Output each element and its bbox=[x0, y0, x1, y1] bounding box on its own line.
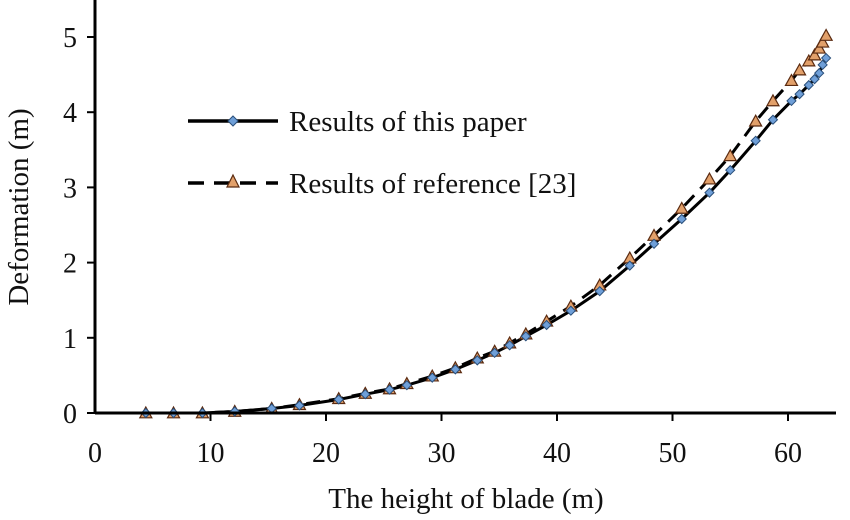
data-point-diamond bbox=[704, 187, 715, 198]
y-tick-label: 5 bbox=[63, 23, 77, 54]
data-point-triangle bbox=[674, 201, 689, 214]
data-point-diamond bbox=[820, 52, 832, 64]
data-point-triangle bbox=[807, 47, 822, 61]
data-point-diamond bbox=[676, 213, 687, 225]
data-point-diamond bbox=[333, 394, 344, 405]
series-markers-1 bbox=[138, 28, 834, 419]
data-point-triangle bbox=[723, 148, 738, 162]
data-point-triangle bbox=[819, 28, 834, 41]
legend-marker-triangle bbox=[226, 173, 240, 188]
y-tick-label: 3 bbox=[63, 173, 77, 204]
data-point-diamond bbox=[565, 305, 577, 316]
x-tick-label: 0 bbox=[88, 438, 102, 469]
data-point-diamond bbox=[541, 319, 552, 331]
y-tick-label: 0 bbox=[63, 399, 77, 430]
data-point-diamond bbox=[817, 59, 828, 71]
data-point-diamond bbox=[786, 95, 797, 107]
data-point-diamond bbox=[767, 114, 779, 125]
data-point-diamond bbox=[750, 135, 761, 146]
data-point-triangle bbox=[812, 41, 827, 54]
axes bbox=[93, 0, 836, 415]
x-tick-label: 10 bbox=[197, 438, 225, 469]
data-point-diamond bbox=[809, 73, 820, 85]
data-point-diamond bbox=[427, 372, 438, 383]
data-point-diamond bbox=[624, 260, 635, 271]
data-point-triangle bbox=[748, 113, 763, 127]
x-tick-label: 60 bbox=[774, 438, 802, 469]
data-point-diamond bbox=[725, 164, 736, 176]
data-point-triangle bbox=[765, 93, 781, 107]
data-point-diamond bbox=[813, 67, 825, 79]
data-point-triangle bbox=[815, 35, 830, 48]
data-point-diamond bbox=[401, 379, 413, 391]
y-tick-label: 4 bbox=[63, 98, 77, 129]
x-tick-label: 20 bbox=[312, 438, 340, 469]
data-point-diamond bbox=[520, 331, 532, 342]
y-tick-label: 1 bbox=[63, 324, 77, 355]
legend-label-this-paper: Results of this paper bbox=[289, 106, 527, 138]
series-markers-0 bbox=[140, 52, 832, 419]
data-point-diamond bbox=[472, 355, 483, 366]
y-axis-title: Deformation (m) bbox=[3, 108, 35, 305]
data-point-diamond bbox=[794, 88, 805, 100]
data-point-triangle bbox=[801, 53, 816, 67]
data-point-diamond bbox=[648, 238, 660, 250]
legend: Results of this paper Results of referen… bbox=[188, 106, 576, 200]
legend-marker-diamond bbox=[227, 115, 239, 127]
data-point-triangle bbox=[784, 73, 799, 87]
data-point-diamond bbox=[450, 364, 461, 375]
x-tick-label: 50 bbox=[659, 438, 687, 469]
data-point-triangle bbox=[792, 62, 807, 76]
data-point-triangle bbox=[702, 171, 717, 185]
x-tick-label: 30 bbox=[428, 438, 456, 469]
plot-area bbox=[138, 28, 834, 419]
y-tick-group: 0 1 2 3 4 5 bbox=[63, 23, 95, 430]
y-tick-label: 2 bbox=[63, 249, 77, 280]
data-point-diamond bbox=[384, 384, 395, 395]
data-point-diamond bbox=[594, 285, 605, 297]
x-tick-label: 40 bbox=[543, 438, 571, 469]
data-point-diamond bbox=[489, 347, 500, 359]
data-point-diamond bbox=[803, 79, 814, 91]
x-axis-title: The height of blade (m) bbox=[328, 483, 603, 515]
data-point-diamond bbox=[504, 340, 515, 351]
legend-label-reference: Results of reference [23] bbox=[289, 168, 576, 200]
data-point-diamond bbox=[360, 388, 371, 400]
data-point-diamond bbox=[294, 400, 305, 411]
x-tick-group: 0 10 20 30 40 50 60 bbox=[88, 413, 802, 469]
